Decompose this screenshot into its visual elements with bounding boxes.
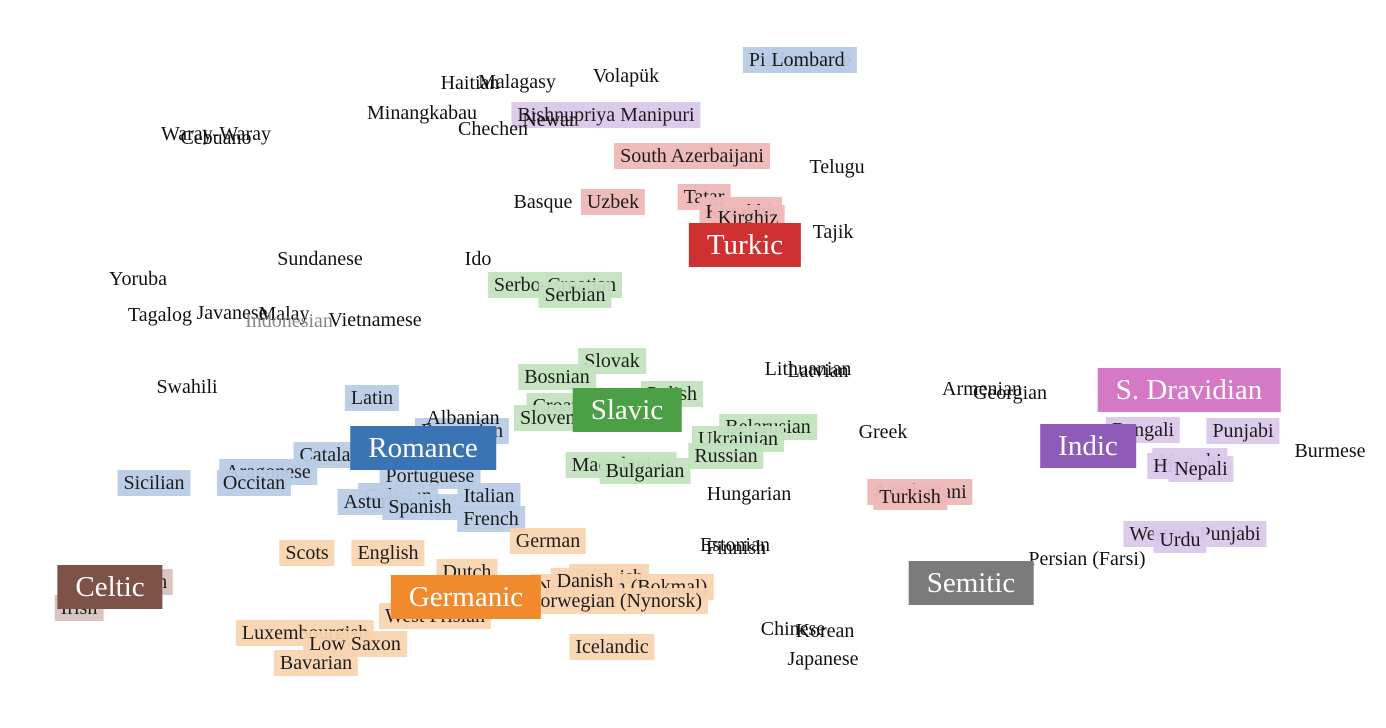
- language-label-danish: Danish: [550, 568, 620, 594]
- family-label-turkic: Turkic: [688, 223, 802, 267]
- language-label-bosnian: Bosnian: [518, 364, 596, 390]
- language-label-nepali: Nepali: [1168, 456, 1234, 482]
- family-label-indic: Indic: [1040, 424, 1136, 468]
- language-label-latin: Latin: [344, 385, 400, 411]
- language-label-south-azerbaijani: South Azerbaijani: [614, 143, 770, 169]
- language-label-georgian: Georgian: [972, 382, 1048, 404]
- language-label-armenian: Armenian: [942, 378, 1022, 400]
- language-label-volap-k: Volapük: [592, 65, 660, 87]
- language-label-bishnupriya-manipuri: Bishnupriya Manipuri: [511, 102, 701, 128]
- language-label-malagasy: Malagasy: [478, 71, 556, 93]
- language-label-greek: Greek: [858, 421, 908, 443]
- language-label-basque: Basque: [513, 191, 573, 213]
- language-label-minangkabau: Minangkabau: [367, 102, 477, 124]
- family-label-slavic: Slavic: [572, 388, 682, 432]
- language-label-finnish: Finnish: [705, 537, 767, 559]
- language-label-lombard: Lombard: [765, 47, 851, 73]
- language-label-german: German: [509, 528, 587, 554]
- language-label-bulgarian: Bulgarian: [599, 458, 691, 484]
- language-label-tajik: Tajik: [812, 221, 854, 243]
- language-label-hungarian: Hungarian: [706, 483, 792, 505]
- language-label-malay: Malay: [258, 303, 310, 325]
- family-label-semitic: Semitic: [908, 561, 1034, 605]
- language-label-vietnamese: Vietnamese: [328, 309, 422, 331]
- language-label-italian: Italian: [457, 483, 521, 509]
- language-label-estonian: Estonian: [700, 534, 770, 556]
- language-label-newar: Newar: [522, 109, 576, 131]
- language-label-spanish: Spanish: [382, 494, 458, 520]
- family-label-germanic: Germanic: [390, 575, 542, 619]
- language-label-sicilian: Sicilian: [117, 470, 191, 496]
- language-label-english: English: [351, 540, 425, 566]
- language-label-uzbek: Uzbek: [580, 189, 646, 215]
- language-label-urdu: Urdu: [1153, 527, 1207, 553]
- language-label-korean: Korean: [795, 620, 855, 642]
- family-label-celtic: Celtic: [57, 565, 163, 609]
- language-label-waray-waray: Waray-Waray: [160, 123, 272, 145]
- language-label-serbian: Serbian: [538, 282, 612, 308]
- language-label-chinese: Chinese: [760, 618, 826, 640]
- family-label-romance: Romance: [350, 426, 496, 470]
- language-label-swahili: Swahili: [156, 376, 218, 398]
- language-label-haitian: Haitian: [440, 72, 500, 94]
- language-label-french: French: [457, 506, 525, 532]
- language-label-occitan: Occitan: [216, 470, 292, 496]
- language-label-indonesian: Indonesian: [245, 310, 333, 332]
- language-label-bavarian: Bavarian: [273, 650, 359, 676]
- language-label-cebuano: Cebuano: [180, 127, 252, 149]
- language-label-scots: Scots: [279, 540, 335, 566]
- language-label-lithuanian: Lithuanian: [764, 358, 852, 380]
- language-label-persian-farsi: Persian (Farsi): [1028, 548, 1146, 570]
- language-label-burmese: Burmese: [1294, 440, 1366, 462]
- language-label-sundanese: Sundanese: [277, 248, 363, 270]
- language-label-albanian: Albanian: [426, 407, 500, 429]
- language-label-punjabi: Punjabi: [1206, 418, 1280, 444]
- language-label-japanese: Japanese: [787, 648, 859, 670]
- language-label-yoruba: Yoruba: [109, 268, 167, 290]
- language-label-javanese: Javanese: [196, 302, 268, 324]
- language-label-russian: Russian: [688, 443, 764, 469]
- language-label-telugu: Telugu: [809, 156, 865, 178]
- language-label-tagalog: Tagalog: [127, 304, 193, 326]
- language-label-turkish: Turkish: [873, 484, 947, 510]
- language-label-latvian: Latvian: [787, 360, 849, 382]
- language-label-icelandic: Icelandic: [569, 634, 655, 660]
- language-label-chechen: Chechen: [458, 118, 528, 140]
- language-label-ido: Ido: [464, 248, 492, 270]
- family-label-s-dravidian: S. Dravidian: [1097, 368, 1281, 412]
